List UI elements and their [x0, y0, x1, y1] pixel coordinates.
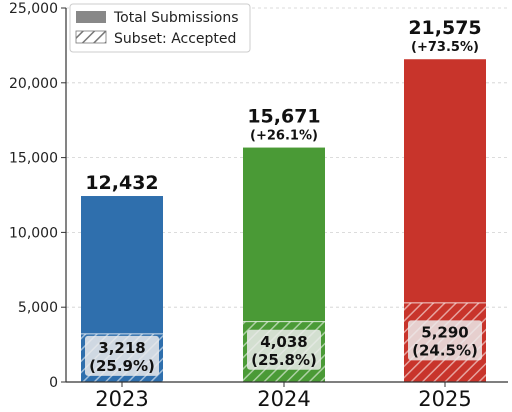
y-tick-label: 20,000 — [9, 76, 58, 92]
accepted-label-box — [408, 320, 482, 361]
growth-label: (+26.1%) — [250, 129, 318, 144]
accepted-pct-label: (25.9%) — [89, 357, 155, 375]
y-tick-label: 15,000 — [9, 151, 58, 167]
accepted-label-box — [247, 329, 321, 370]
y-tick-label: 10,000 — [9, 225, 58, 241]
growth-label: (+73.5%) — [411, 40, 479, 55]
x-tick-label: 2025 — [418, 387, 471, 411]
total-value-label: 21,575 — [408, 17, 481, 39]
accepted-value-label: 3,218 — [98, 339, 145, 357]
y-tick-label: 0 — [49, 375, 58, 391]
x-tick-label: 2024 — [257, 387, 310, 411]
accepted-pct-label: (25.8%) — [251, 351, 317, 369]
accepted-label-box — [85, 335, 159, 376]
accepted-value-label: 5,290 — [421, 323, 468, 341]
total-value-label: 15,671 — [247, 106, 320, 128]
total-value-label: 12,432 — [85, 172, 158, 194]
legend-swatch-total — [76, 11, 106, 23]
legend-label-accepted: Subset: Accepted — [114, 31, 236, 47]
y-tick-label: 25,000 — [9, 1, 58, 17]
legend-box — [69, 3, 251, 53]
legend-label-total: Total Submissions — [113, 10, 239, 26]
y-tick-label: 5,000 — [18, 300, 58, 316]
legend-swatch-accepted — [75, 30, 107, 44]
accepted-pct-label: (24.5%) — [412, 341, 478, 359]
x-tick-label: 2023 — [95, 387, 148, 411]
accepted-value-label: 4,038 — [260, 333, 307, 351]
